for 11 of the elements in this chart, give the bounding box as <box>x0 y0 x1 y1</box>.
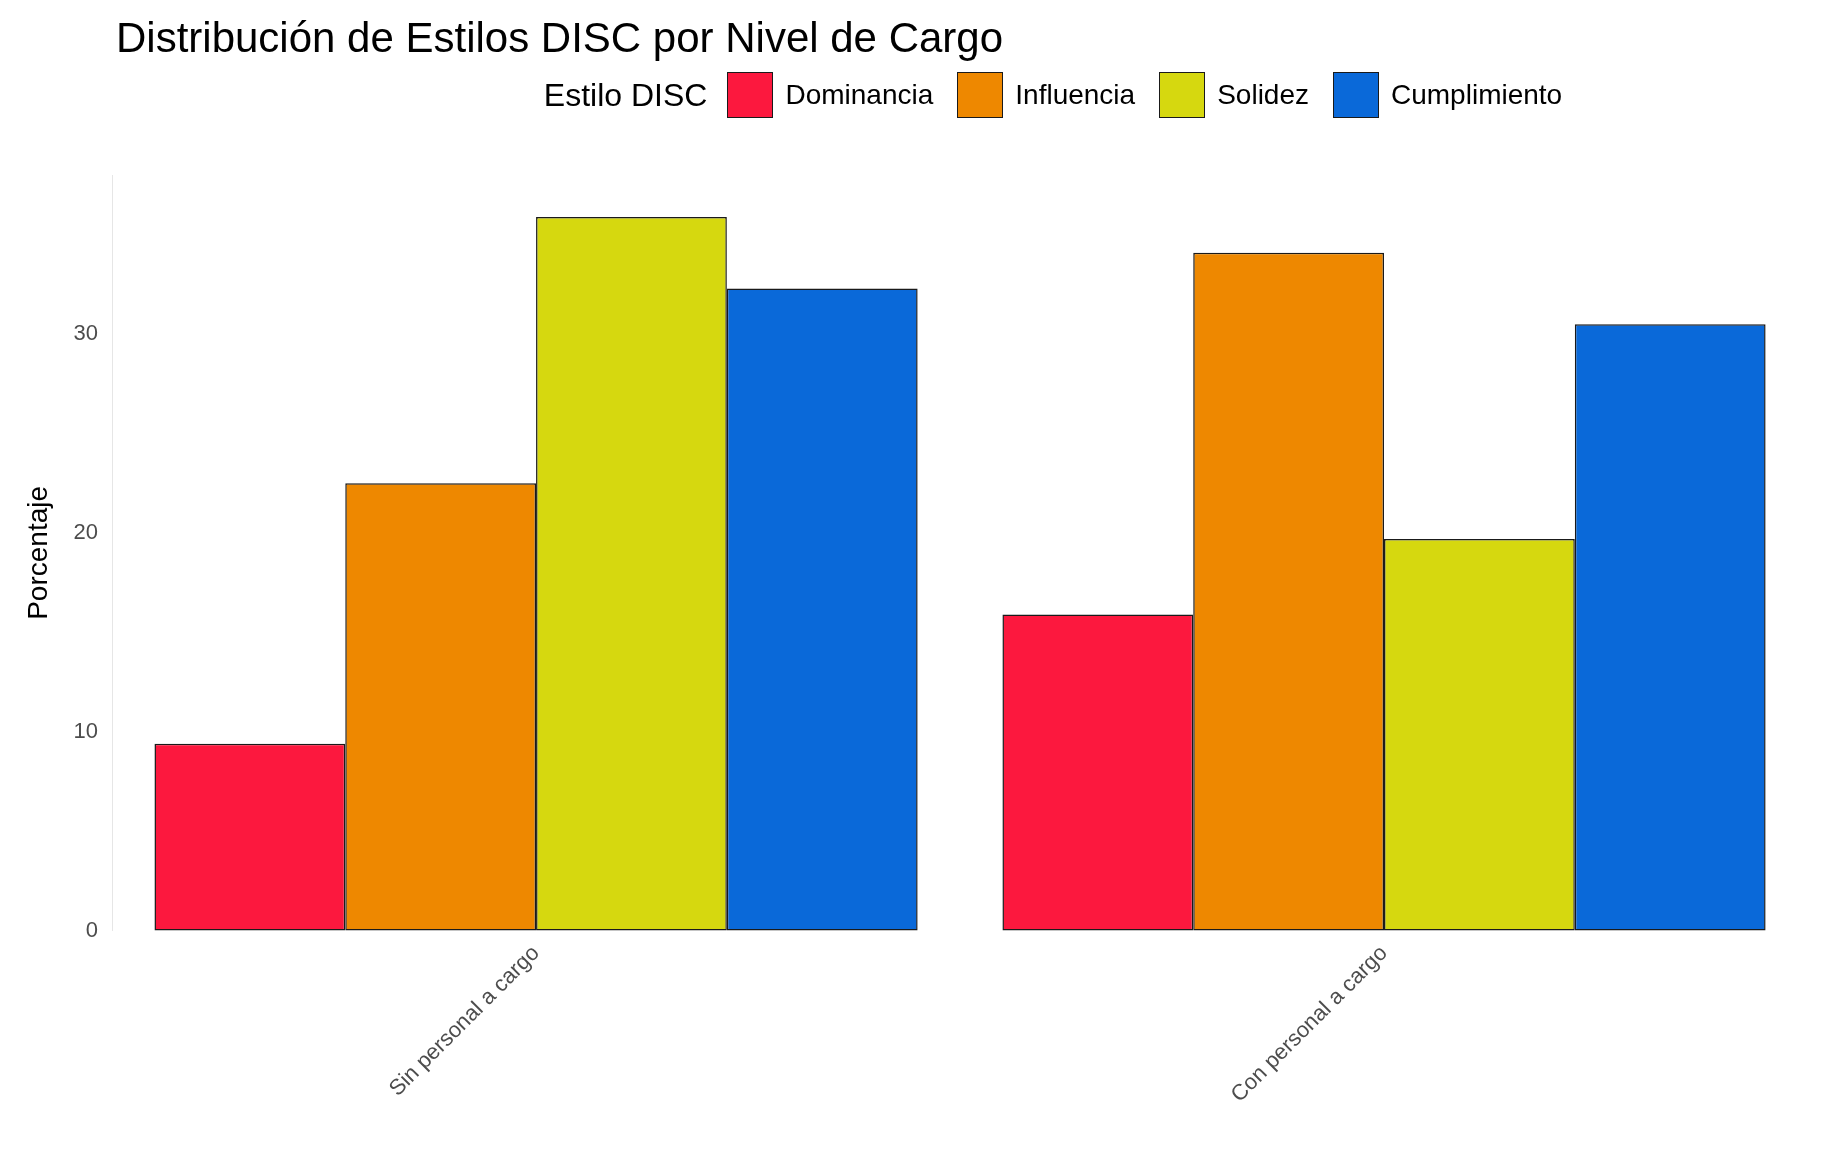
y-tick-label: 0 <box>85 916 99 942</box>
chart-title: Distribución de Estilos DISC por Nivel de Cargo <box>116 14 1005 62</box>
y-tick-label: 20 <box>73 519 99 545</box>
legend-title: Estilo DISC <box>543 76 708 114</box>
legend-label: Dominancia <box>785 79 934 111</box>
y-tick-label: 30 <box>73 320 99 346</box>
legend-label: Cumplimiento <box>1391 79 1563 111</box>
legend-label: Influencia <box>1015 79 1136 111</box>
y-tick-label: 10 <box>73 717 99 743</box>
legend-label: Solidez <box>1217 79 1309 111</box>
y-axis-title: Porcentaje <box>21 485 53 620</box>
